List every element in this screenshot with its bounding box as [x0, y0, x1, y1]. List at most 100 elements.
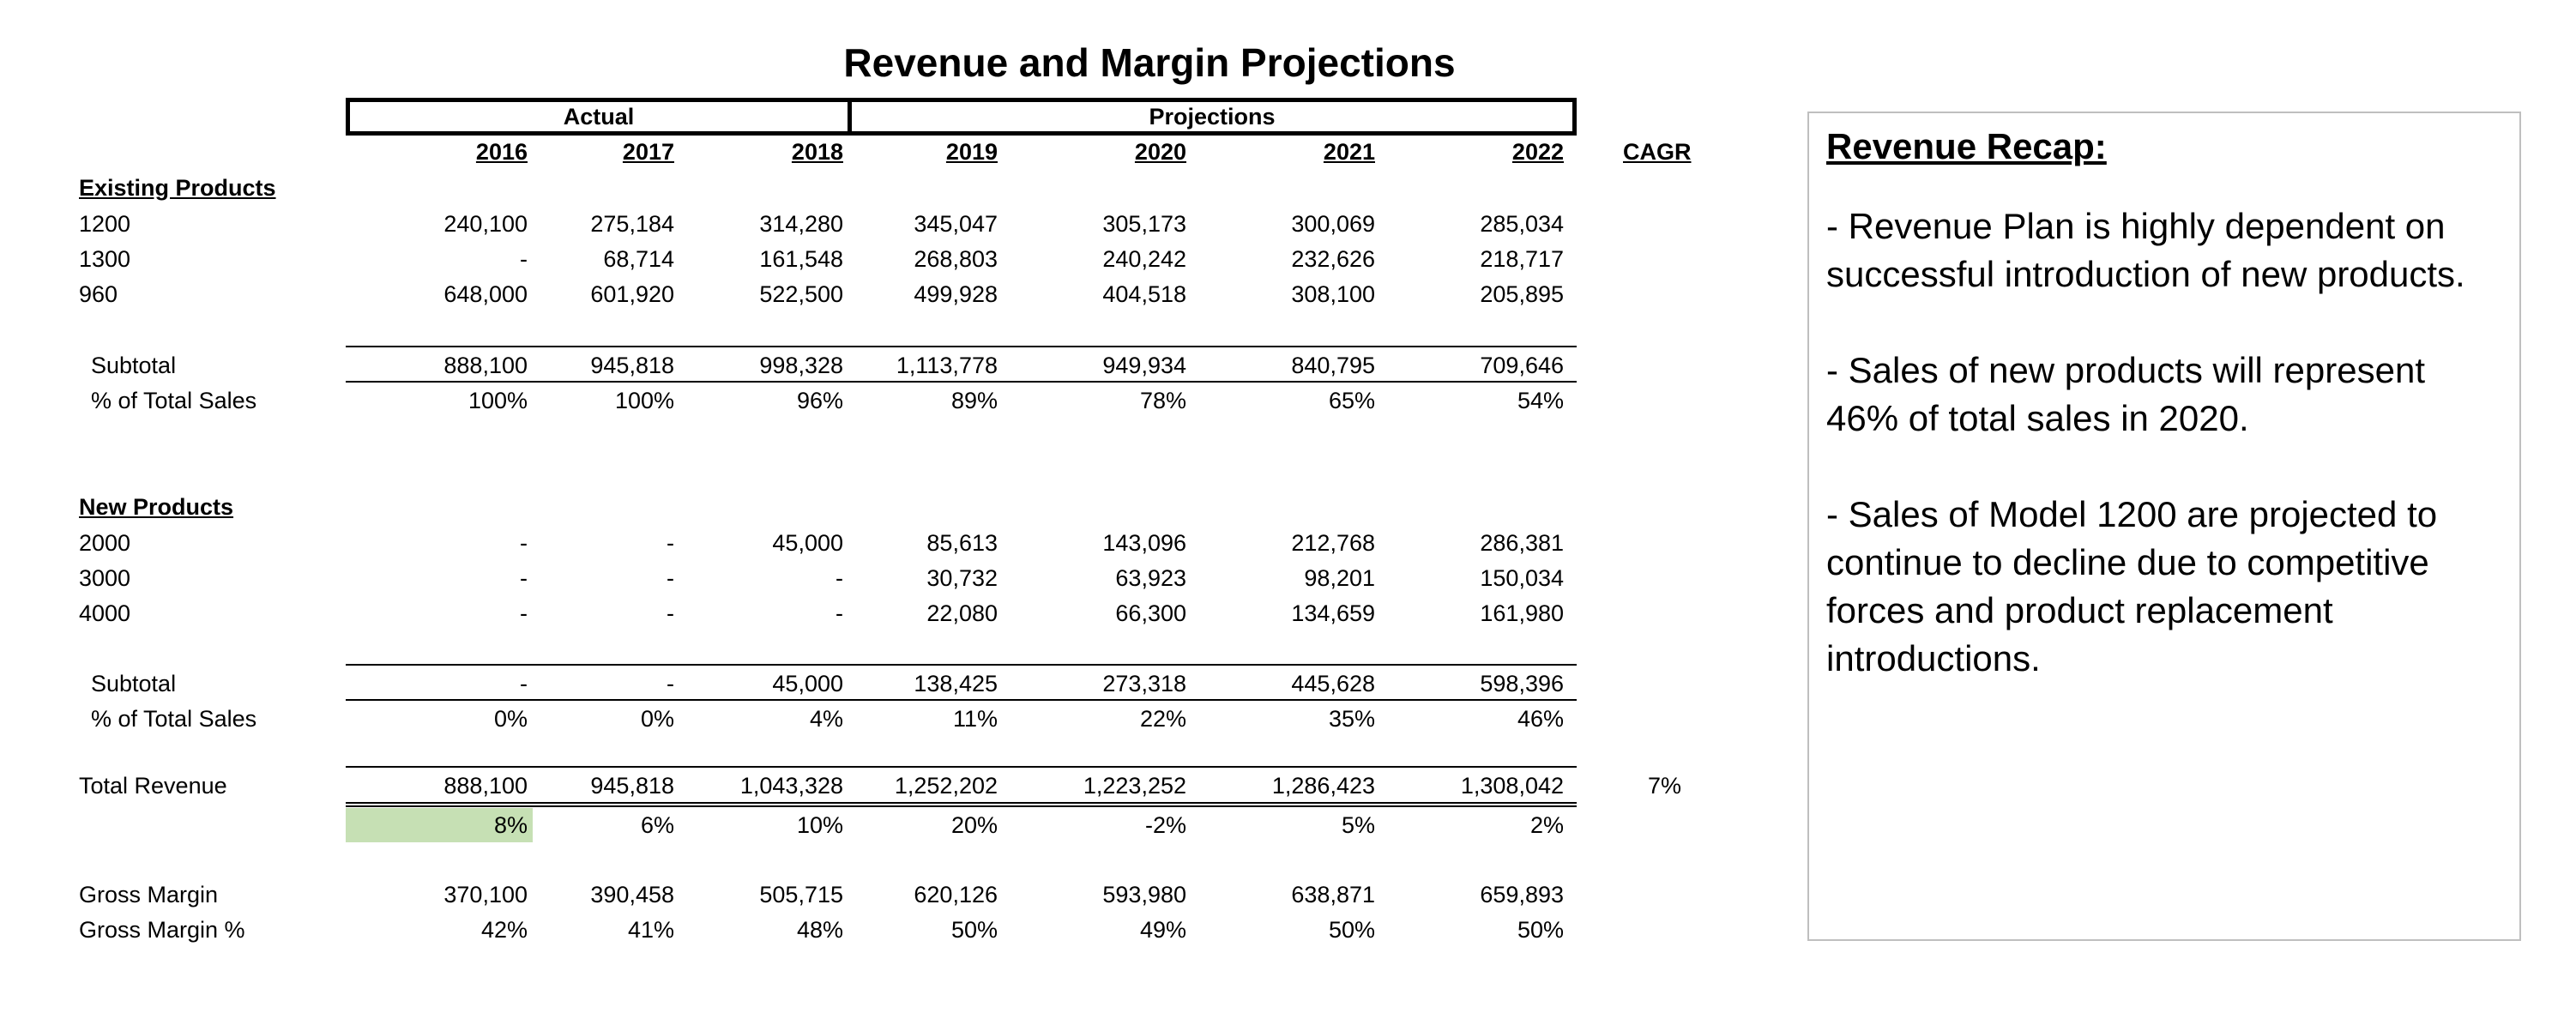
total-revenue-label: Total Revenue: [79, 773, 227, 799]
existing-subtotal-value: 945,818: [590, 353, 674, 378]
new-subtotal-value: 445,628: [1291, 671, 1375, 696]
new-row-value: -: [667, 530, 674, 556]
existing-row-value: 305,173: [1102, 211, 1186, 237]
new-pct-value: 0%: [640, 706, 674, 732]
table-rule: [346, 346, 1577, 347]
gross-margin-pct-value: 50%: [1328, 917, 1375, 943]
existing-row-label: 1200: [79, 211, 131, 237]
total-revenue-value: 1,223,252: [1083, 773, 1186, 799]
existing-row-value: 308,100: [1291, 281, 1375, 307]
gross-margin-value: 620,126: [914, 882, 998, 907]
existing-row-value: 300,069: [1291, 211, 1375, 237]
total-revenue-value: 888,100: [443, 773, 528, 799]
year-header: 2016: [475, 139, 528, 165]
existing-row-value: 240,242: [1102, 246, 1186, 272]
year-header: 2021: [1323, 139, 1375, 165]
gross-margin-pct-label: Gross Margin %: [79, 917, 245, 943]
existing-row-value: 648,000: [443, 281, 528, 307]
existing-row-value: 601,920: [590, 281, 674, 307]
gross-margin-value: 638,871: [1291, 882, 1375, 907]
gross-margin-value: 390,458: [590, 882, 674, 907]
new-pct-value: 4%: [809, 706, 843, 732]
new-row-value: 66,300: [1115, 600, 1186, 626]
existing-row-value: 205,895: [1480, 281, 1564, 307]
new-subtotal-value: -: [520, 671, 528, 696]
year-header: 2022: [1511, 139, 1564, 165]
existing-row-value: 68,714: [603, 246, 674, 272]
new-row-value: -: [667, 565, 674, 591]
table-rule: [346, 699, 1577, 701]
existing-subtotal-value: 998,328: [759, 353, 843, 378]
gross-margin-value: 593,980: [1102, 882, 1186, 907]
growth-highlight: [346, 808, 533, 842]
table-rule: [346, 381, 1577, 383]
new-row-value: 63,923: [1115, 565, 1186, 591]
new-pct-value: 0%: [493, 706, 528, 732]
existing-subtotal-label: Subtotal: [91, 353, 177, 378]
existing-row-value: -: [520, 246, 528, 272]
actual-label: Actual: [563, 103, 635, 130]
existing-row-label: 960: [79, 281, 118, 307]
existing-row-value: 240,100: [443, 211, 528, 237]
total-revenue-value: 1,308,042: [1460, 773, 1564, 799]
new-row-value: -: [836, 565, 843, 591]
existing-pct-value: 100%: [468, 388, 528, 413]
growth-value: 20%: [950, 812, 998, 838]
projections-group-header: Projections: [848, 98, 1577, 136]
new-row-value: 150,034: [1480, 565, 1564, 591]
new-row-value: 45,000: [772, 530, 843, 556]
existing-pct-value: 100%: [614, 388, 674, 413]
gross-margin-pct-value: 49%: [1139, 917, 1186, 943]
total-cagr-value: 7%: [1647, 773, 1681, 799]
total-revenue-value: 1,286,423: [1271, 773, 1375, 799]
existing-row-value: 314,280: [759, 211, 843, 237]
existing-pct-label: % of Total Sales: [91, 388, 257, 413]
new-row-value: 30,732: [926, 565, 998, 591]
growth-value: 5%: [1341, 812, 1375, 838]
existing-row-value: 275,184: [590, 211, 674, 237]
gross-margin-value: 505,715: [759, 882, 843, 907]
growth-value: 10%: [796, 812, 843, 838]
new-row-value: 22,080: [926, 600, 998, 626]
existing-pct-value: 54%: [1517, 388, 1564, 413]
revenue-recap-panel: Revenue Recap: - Revenue Plan is highly …: [1807, 112, 2521, 941]
total-revenue-value: 1,252,202: [894, 773, 998, 799]
existing-subtotal-value: 840,795: [1291, 353, 1375, 378]
new-row-value: -: [520, 600, 528, 626]
growth-value: 6%: [640, 812, 674, 838]
new-pct-value: 35%: [1328, 706, 1375, 732]
existing-pct-value: 65%: [1328, 388, 1375, 413]
table-rule: [346, 664, 1577, 666]
existing-row-label: 1300: [79, 246, 131, 272]
new-pct-label: % of Total Sales: [91, 706, 257, 732]
total-revenue-value: 945,818: [590, 773, 674, 799]
existing-subtotal-value: 949,934: [1102, 353, 1186, 378]
actual-group-header: Actual: [346, 98, 852, 136]
year-header: 2018: [791, 139, 843, 165]
existing-row-value: 499,928: [914, 281, 998, 307]
new-products-header: New Products: [79, 494, 234, 520]
existing-row-value: 232,626: [1291, 246, 1375, 272]
existing-row-value: 268,803: [914, 246, 998, 272]
recap-title: Revenue Recap:: [1826, 126, 2107, 166]
existing-subtotal-value: 888,100: [443, 353, 528, 378]
new-row-value: 134,659: [1291, 600, 1375, 626]
existing-subtotal-value: 709,646: [1480, 353, 1564, 378]
new-pct-value: 46%: [1517, 706, 1564, 732]
year-header: 2019: [945, 139, 998, 165]
total-revenue-value: 1,043,328: [739, 773, 843, 799]
cagr-header: CAGR: [1623, 139, 1692, 165]
new-row-value: -: [836, 600, 843, 626]
new-row-value: 85,613: [926, 530, 998, 556]
new-row-value: 286,381: [1480, 530, 1564, 556]
new-pct-value: 22%: [1139, 706, 1186, 732]
existing-products-header: Existing Products: [79, 175, 276, 201]
projections-label: Projections: [1149, 103, 1276, 130]
gross-margin-pct-value: 50%: [1517, 917, 1564, 943]
existing-row-value: 218,717: [1480, 246, 1564, 272]
existing-row-value: 285,034: [1480, 211, 1564, 237]
existing-subtotal-value: 1,113,778: [896, 353, 998, 378]
new-row-value: 212,768: [1291, 530, 1375, 556]
existing-pct-value: 78%: [1139, 388, 1186, 413]
new-pct-value: 11%: [952, 706, 998, 732]
